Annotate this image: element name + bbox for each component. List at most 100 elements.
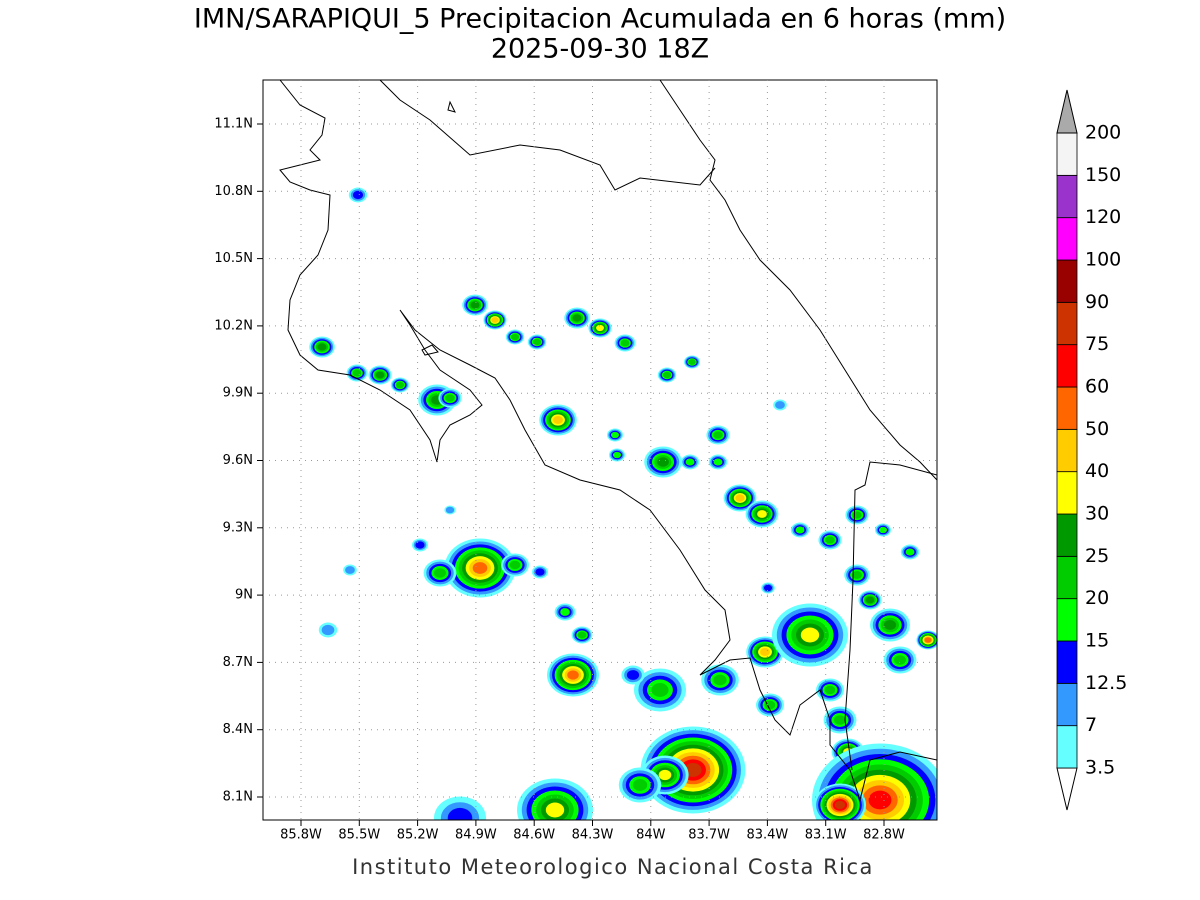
precip-cell [688, 359, 696, 365]
colorbar-label: 25 [1085, 545, 1109, 567]
colorbar-label: 7 [1085, 714, 1097, 736]
precip-cell [415, 541, 425, 549]
colorbar-segment [1056, 132, 1078, 176]
precip-cell [511, 333, 519, 341]
precip-cell [321, 624, 335, 636]
map-frame [262, 79, 938, 821]
precip-cell [533, 338, 541, 346]
precip-cell [865, 596, 875, 604]
colorbar-segment [1056, 471, 1078, 515]
precip-cell [632, 779, 648, 791]
colorbar-label: 15 [1085, 630, 1109, 652]
lon-label: 85.2W [397, 828, 439, 843]
lon-label: 85.8W [280, 828, 322, 843]
precip-cell [764, 700, 776, 710]
precip-cell [577, 631, 587, 639]
lon-label: 85.5W [338, 828, 380, 843]
precip-cell [445, 394, 455, 402]
precip-cell [713, 431, 723, 439]
lat-label: 9.9N [223, 386, 253, 401]
colorbar-label: 200 [1085, 122, 1121, 144]
precip-cell [713, 674, 727, 686]
precip-cell [345, 566, 355, 574]
precip-cell [560, 608, 570, 616]
colorbar-label: 40 [1085, 460, 1109, 482]
coastlines [279, 80, 937, 802]
colorbar-segment [1056, 301, 1078, 346]
precip-cell [545, 802, 565, 818]
precip-cell [396, 381, 404, 389]
precip-cell [775, 401, 785, 409]
title: IMN/SARAPIQUI_5 Precipitacion Acumulada … [194, 4, 1006, 35]
lon-label: 84W [636, 828, 666, 843]
precip-cell [572, 314, 582, 322]
colorbar-label: 90 [1085, 291, 1109, 313]
lon-label: 83.1W [805, 828, 847, 843]
lon-label: 82.8W [863, 828, 905, 843]
precip-cell [852, 571, 862, 579]
precip-cell [685, 458, 695, 466]
colorbar-segment [1056, 555, 1078, 600]
precip-cell [658, 769, 672, 781]
precip-cell [447, 807, 473, 820]
precip-cell [491, 317, 499, 323]
colorbar-segment [1056, 598, 1078, 642]
colorbar-label: 100 [1085, 249, 1121, 271]
colorbar-segment [1056, 217, 1078, 261]
precip-cell [596, 324, 604, 332]
lat-label: 10.2N [214, 318, 253, 333]
precip-cell [620, 339, 630, 347]
colorbar-label: 120 [1085, 206, 1121, 228]
precip-cell [824, 685, 836, 695]
colorbar-over [1056, 89, 1078, 134]
precip-cell [894, 655, 906, 665]
precip-cell [825, 536, 835, 544]
precip-cell [905, 548, 915, 556]
colorbar-label: 150 [1085, 164, 1121, 186]
precip-cell [757, 510, 767, 518]
precip-cell [651, 683, 669, 697]
precip-cell [613, 451, 621, 459]
colorbar-segment [1056, 725, 1078, 769]
colorbar-label: 20 [1085, 587, 1109, 609]
colorbar-label: 50 [1085, 418, 1109, 440]
colorbar-under [1056, 767, 1078, 811]
colorbar-label: 30 [1085, 503, 1109, 525]
lon-label: 84.9W [455, 828, 497, 843]
precip-cell [553, 416, 563, 424]
lat-label: 9.3N [223, 520, 253, 535]
precip-cell [472, 562, 488, 574]
subtitle: 2025-09-30 18Z [491, 34, 709, 65]
precip-cell [375, 371, 385, 379]
lon-label: 83.7W [688, 828, 730, 843]
colorbar-segment [1056, 513, 1078, 557]
lat-label: 10.8N [214, 184, 253, 199]
precip-cell [800, 627, 820, 643]
colorbar-label: 75 [1085, 333, 1109, 355]
precip-cell [352, 369, 362, 377]
precip-cell [713, 458, 723, 466]
colorbar-label: 12.5 [1085, 672, 1127, 694]
lat-label: 9.6N [223, 453, 253, 468]
precip-cell [317, 343, 327, 351]
colorbar-label: 3.5 [1085, 757, 1115, 779]
precip-cell [834, 715, 846, 725]
precip-cell [445, 506, 455, 514]
precip-cell [611, 431, 619, 439]
colorbar-segment [1056, 640, 1078, 684]
lon-label: 83.4W [746, 828, 788, 843]
precip-cell [763, 584, 773, 592]
precip-cell [883, 620, 897, 630]
precip-cell [868, 790, 892, 810]
precip-cell [684, 763, 702, 777]
precip-cell [663, 371, 671, 379]
precip-cell [470, 301, 480, 309]
precip-cell [567, 670, 579, 680]
precipitation-field [309, 187, 937, 820]
precip-cell [535, 568, 545, 576]
precip-cell [352, 190, 364, 200]
precip-cell [626, 670, 640, 680]
precip-cell [760, 648, 770, 656]
precip-cell [735, 494, 745, 502]
